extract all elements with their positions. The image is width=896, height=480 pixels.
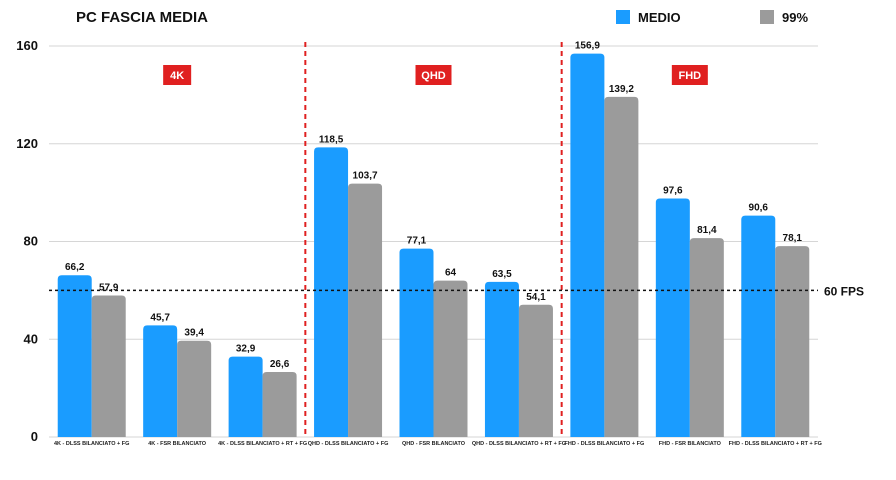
bar-p99 — [348, 183, 383, 437]
group-badge — [163, 65, 192, 85]
bar-p99 — [775, 246, 810, 437]
data-label: 64 — [445, 268, 457, 279]
legend-label: 99% — [782, 10, 808, 25]
data-label: 90,6 — [749, 203, 769, 214]
x-tick-label: 4K - DLSS BILANCIATO + FG — [54, 441, 129, 447]
data-label: 54,1 — [526, 292, 546, 303]
y-axis-ticks: 0 40 80 120 160 — [16, 38, 38, 444]
bar-p99 — [262, 371, 297, 437]
legend-swatch-p99 — [760, 10, 774, 24]
group-badge — [415, 65, 452, 85]
data-label: 97,6 — [663, 185, 683, 196]
bar-medio — [228, 356, 263, 437]
data-label: 77,1 — [407, 236, 427, 247]
legend: MEDIO 99% — [616, 10, 808, 25]
data-label: 63,5 — [492, 269, 512, 280]
data-label: 57,9 — [99, 283, 119, 294]
bar-medio — [741, 215, 776, 437]
bar-medio — [143, 325, 178, 437]
bar-p99 — [177, 340, 212, 437]
x-tick-label: FHD - DLSS BILANCIATO + RT + FG — [729, 441, 822, 447]
bar-p99 — [433, 280, 468, 437]
data-label: 156,9 — [575, 41, 600, 52]
bars: 66,2 57,9 45,7 39,4 32,9 26,6 118,5 103,7 77,1 64… — [57, 41, 810, 438]
bar-medio — [484, 281, 519, 437]
bar-medio — [570, 53, 605, 438]
category-labels: 4K - DLSS BILANCIATO + FG 4K - FSR BILANC… — [54, 441, 822, 447]
data-label: 32,9 — [236, 344, 256, 355]
bar-medio — [655, 198, 690, 437]
bar-medio — [314, 147, 349, 437]
x-tick-label: FHD - FSR BILANCIATO — [659, 441, 722, 447]
data-label: 118,5 — [319, 134, 344, 145]
data-label: 45,7 — [150, 312, 170, 323]
bar-medio — [399, 248, 434, 437]
x-tick-label: QHD - DLSS BILANCIATO + FG — [308, 441, 389, 447]
y-tick-label: 40 — [24, 331, 38, 346]
bar-p99 — [91, 295, 126, 437]
y-tick-label: 80 — [24, 234, 38, 249]
group-separators — [304, 42, 563, 437]
group-badge-label: QHD — [421, 70, 446, 82]
group-badges: 4K QHD FHD — [163, 65, 708, 85]
reference-line-group: 60 FPS — [49, 284, 864, 298]
x-tick-label: 4K - DLSS BILANCIATO + RT + FG — [218, 441, 307, 447]
data-label: 78,1 — [783, 233, 803, 244]
bar-p99 — [689, 238, 724, 437]
legend-label: MEDIO — [638, 10, 681, 25]
data-label: 139,2 — [609, 84, 634, 95]
y-tick-label: 120 — [16, 136, 38, 151]
x-tick-label: QHD - FSR BILANCIATO — [402, 441, 466, 447]
x-tick-label: 4K - FSR BILANCIATO — [148, 441, 207, 447]
data-label: 81,4 — [697, 225, 717, 236]
bar-medio — [57, 275, 92, 437]
bar-p99 — [518, 304, 553, 437]
group-badge-label: FHD — [679, 70, 702, 82]
legend-swatch-medio — [616, 10, 630, 24]
data-label: 66,2 — [65, 262, 85, 273]
y-tick-label: 160 — [16, 38, 38, 53]
x-tick-label: QHD - DLSS BILANCIATO + RT + FG — [472, 441, 566, 447]
group-badge-label: 4K — [170, 70, 184, 82]
reference-line-label: 60 FPS — [824, 284, 864, 298]
group-badge — [671, 65, 708, 85]
bar-p99 — [604, 96, 639, 437]
data-label: 26,6 — [270, 359, 290, 370]
data-label: 39,4 — [184, 328, 204, 339]
data-label: 103,7 — [353, 171, 378, 182]
x-tick-label: FHD - DLSS BILANCIATO + FG — [565, 441, 645, 447]
y-tick-label: 0 — [31, 429, 38, 444]
chart-title: PC FASCIA MEDIA — [76, 9, 208, 26]
